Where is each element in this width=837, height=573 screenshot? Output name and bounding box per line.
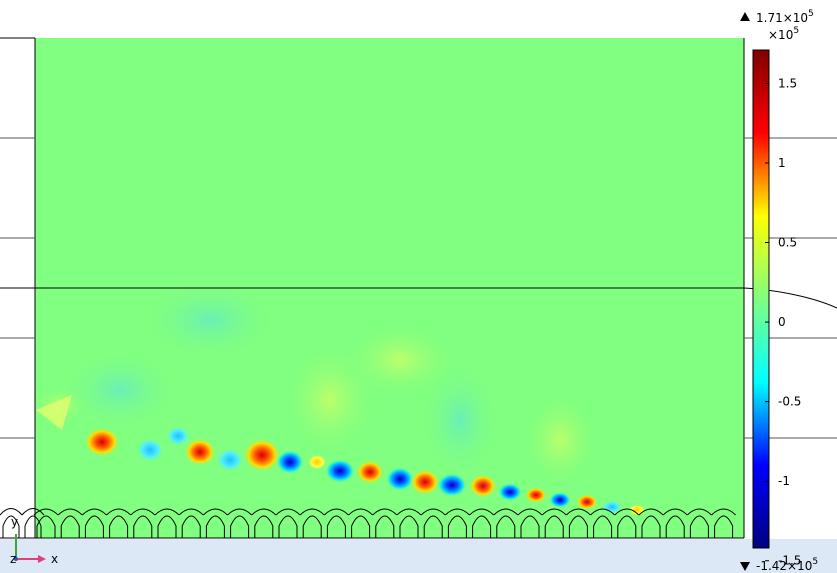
winding-outer-arch [251, 508, 277, 516]
winding-inner-arch [544, 515, 564, 538]
winding-outer-arch [372, 508, 398, 516]
winding-inner-arch [278, 515, 298, 538]
winding-inner-arch [423, 515, 443, 538]
winding-outer-arch [275, 508, 301, 516]
x-arrowhead-icon [38, 555, 46, 563]
winding-inner-arch [60, 515, 80, 538]
colorbar-tick-label: -0.5 [778, 395, 801, 409]
winding-outer-arch [590, 508, 615, 516]
colorbar-tick-label: 1.5 [778, 76, 797, 90]
colorbar-tick-label: 0.5 [778, 236, 797, 250]
winding-outer-arch [299, 508, 325, 516]
max-triangle-icon [740, 12, 750, 21]
winding-outer-arch [178, 508, 204, 516]
z-axis-label: z [10, 552, 16, 566]
winding-outer-arch [348, 508, 373, 516]
winding-outer-arch [662, 508, 688, 516]
colorbar-multiplier: ×105 [768, 26, 799, 42]
winding-outer-arch [541, 508, 567, 516]
winding-inner-arch [689, 515, 709, 538]
winding-outer-arch [445, 508, 470, 516]
winding-inner-arch [399, 515, 419, 538]
winding-outer-arch [130, 508, 156, 516]
winding-inner-arch [496, 515, 516, 538]
winding-inner-arch [665, 515, 685, 538]
winding-outer-arch [566, 508, 591, 516]
winding-inner-arch [520, 515, 540, 538]
winding-outer-arch [493, 508, 519, 516]
winding-outer-arch [711, 508, 736, 516]
z-axis-dot [14, 557, 18, 561]
winding-inner-arch [593, 515, 613, 538]
winding-inner-arch [326, 515, 346, 538]
winding-inner-arch [157, 515, 177, 538]
viewport-bottom-strip [0, 539, 837, 573]
colorbar-tick-label: -1.5 [778, 554, 801, 568]
min-triangle-icon [740, 562, 750, 571]
winding-inner-arch [714, 515, 734, 538]
winding-inner-arch [205, 515, 225, 538]
winding-outer-arch [324, 508, 349, 516]
winding-outer-arch [396, 508, 422, 516]
winding-inner-arch [568, 515, 588, 538]
winding-outer-arch [57, 508, 83, 516]
colorbar-tick-label: -1 [778, 474, 790, 488]
winding-outer-arch [203, 508, 228, 516]
winding-inner-arch [109, 515, 129, 538]
winding-outer-arch [420, 508, 446, 516]
winding-outer-arch [154, 508, 180, 516]
winding-inner-arch [133, 515, 153, 538]
winding-inner-arch [447, 515, 467, 538]
min-value-label: -1.42×105 [756, 557, 818, 573]
winding-inner-arch [24, 515, 42, 538]
winding-outer-arch [227, 508, 252, 516]
colorbar-ticks: 1.5 1 0.5 0 -0.5 -1 -1.5 [765, 76, 801, 568]
y-axis-label: y [11, 515, 18, 529]
winding-inner-arch [2, 515, 20, 538]
winding-outer-arch [517, 508, 543, 516]
winding-inner-arch [351, 515, 371, 538]
winding-arches [0, 508, 736, 538]
winding-outer-arch [614, 508, 640, 516]
winding-inner-arch [472, 515, 492, 538]
axis-triad: z x y [10, 515, 58, 566]
winding-inner-arch [181, 515, 201, 538]
winding-outer-arch [82, 508, 107, 516]
winding-outer-arch [0, 508, 23, 516]
max-value-label: 1.71×105 [756, 9, 814, 25]
winding-outer-arch [106, 508, 131, 516]
winding-inner-arch [617, 515, 637, 538]
winding-inner-arch [375, 515, 395, 538]
winding-inner-arch [230, 515, 250, 538]
color-legend: 1.71×105 ×105 1.5 1 0.5 0 -0.5 -1 -1.5 -1.42×1… [740, 9, 818, 573]
field-hotspots [36, 395, 646, 516]
winding-inner-arch [84, 515, 104, 538]
x-axis-label: x [51, 552, 58, 566]
winding-outer-arch [33, 508, 59, 516]
winding-outer-arch [687, 508, 712, 516]
winding-inner-arch [36, 515, 56, 538]
winding-outer-arch [638, 508, 664, 516]
winding-inner-arch [302, 515, 322, 538]
winding-outer-arch [469, 508, 494, 516]
winding-inner-arch [641, 515, 661, 538]
colorbar-gradient [752, 49, 770, 549]
colorbar-tick-label: 1 [778, 156, 786, 170]
soft-field-variations [30, 280, 600, 490]
geometry-lines [0, 37, 837, 539]
winding-outer-arch [21, 508, 45, 516]
winding-inner-arch [254, 515, 274, 538]
colorbar-tick-label: 0 [778, 315, 786, 329]
